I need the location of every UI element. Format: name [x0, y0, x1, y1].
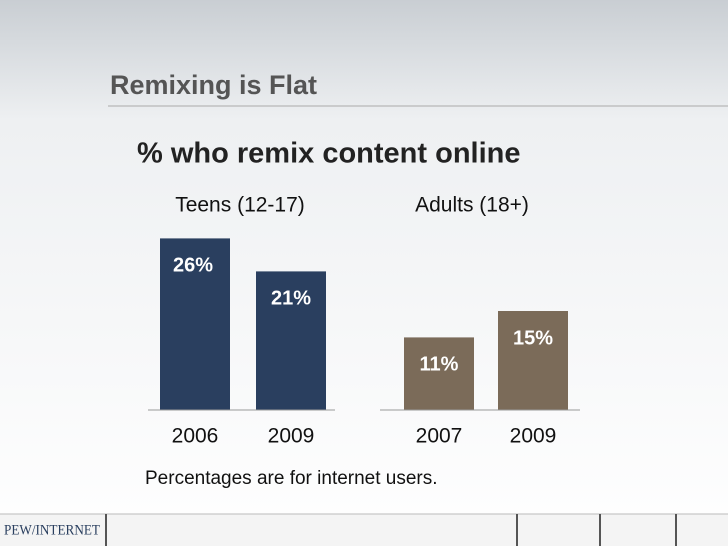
- value-label: 11%: [420, 354, 459, 376]
- note: Percentages are for internet users.: [145, 468, 438, 489]
- value-label: 21%: [271, 288, 311, 310]
- value-label: 26%: [173, 255, 213, 277]
- x-tick-label: 2009: [510, 425, 557, 448]
- slide-subtitle: % who remix content online: [137, 138, 521, 170]
- x-tick-label: 2009: [268, 425, 315, 448]
- footer: [0, 514, 728, 546]
- slide-title: Remixing is Flat: [110, 70, 317, 100]
- bar: [498, 311, 568, 410]
- bar: [160, 238, 230, 410]
- x-tick-label: 2007: [416, 425, 463, 448]
- bar: [404, 337, 474, 410]
- bar: [256, 271, 326, 410]
- chart-title: Adults (18+): [415, 194, 529, 217]
- logo: PEW/INTERNET: [4, 522, 100, 538]
- value-label: 15%: [513, 327, 553, 349]
- x-tick-label: 2006: [172, 425, 219, 448]
- chart-title: Teens (12-17): [175, 194, 305, 217]
